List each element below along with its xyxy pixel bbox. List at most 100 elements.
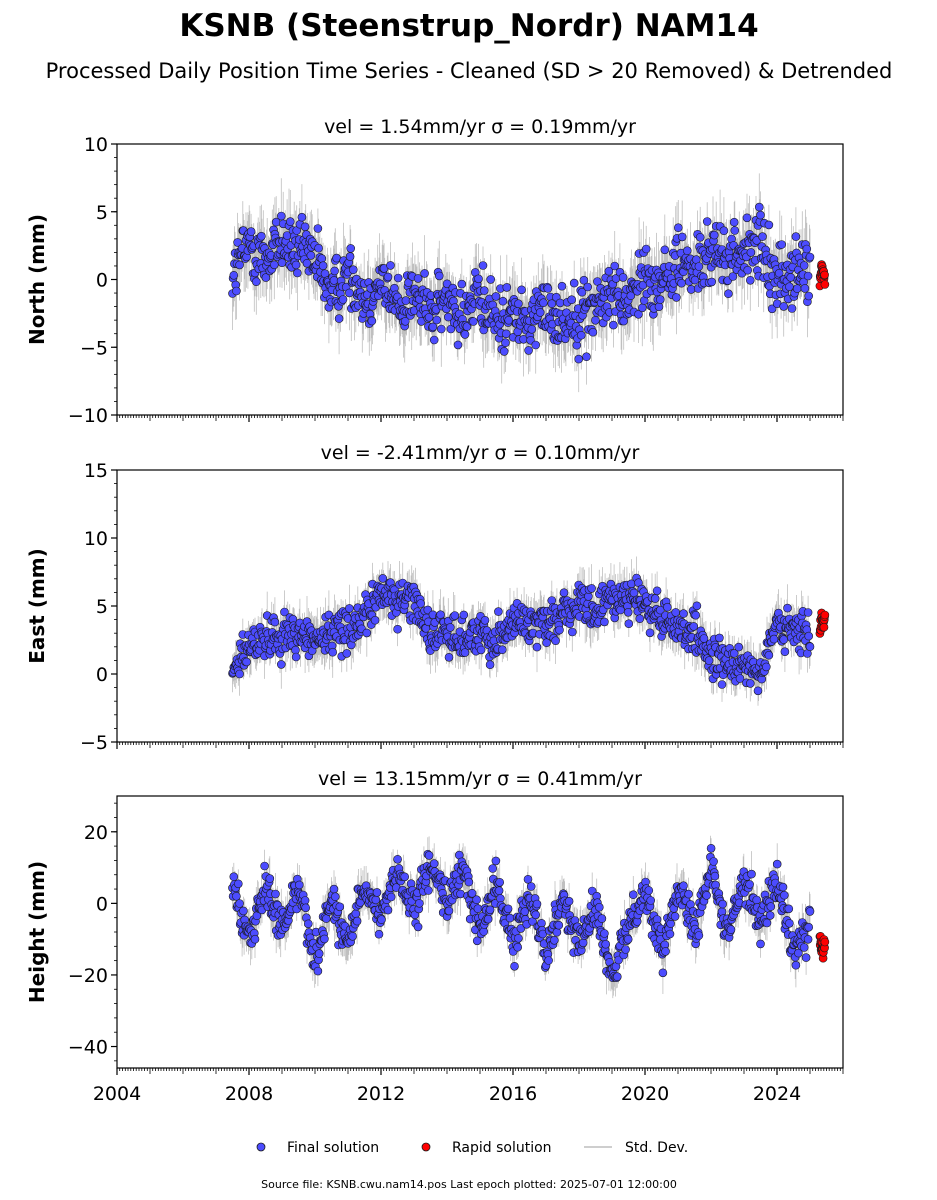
final-point — [660, 245, 670, 255]
final-point — [609, 320, 618, 330]
final-point — [618, 273, 628, 282]
final-point — [671, 608, 681, 617]
final-point — [320, 934, 329, 944]
final-point — [557, 281, 567, 291]
panel-title: vel = -2.41mm/yr σ = 0.10mm/yr — [321, 442, 640, 464]
figure-title: KSNB (Steenstrup_Nordr) NAM14 — [179, 8, 758, 44]
final-point — [300, 222, 310, 232]
final-point — [514, 299, 523, 309]
final-point — [634, 309, 643, 319]
x-minor-ticks — [116, 1068, 844, 1074]
final-point — [232, 891, 241, 901]
final-point — [692, 601, 702, 611]
final-point — [803, 934, 813, 944]
final-point — [582, 352, 591, 362]
final-point — [502, 283, 512, 292]
final-point — [791, 960, 801, 970]
final-point — [569, 278, 579, 288]
final-point — [460, 648, 470, 657]
final-point — [250, 934, 260, 944]
final-point — [345, 604, 354, 613]
final-point — [635, 614, 645, 624]
final-point — [641, 244, 651, 254]
final-point — [444, 652, 454, 662]
final-point — [735, 674, 745, 683]
x-tick-label: 2012 — [357, 1083, 405, 1105]
final-point — [261, 273, 271, 282]
final-point — [352, 916, 362, 926]
final-point — [459, 610, 469, 620]
final-point — [328, 647, 338, 657]
final-point — [334, 314, 344, 323]
final-point — [672, 293, 681, 302]
x-tick-label: 2020 — [621, 1083, 669, 1105]
final-point — [677, 232, 687, 242]
legend-final-marker — [256, 1142, 266, 1152]
final-point — [329, 276, 339, 285]
y-tick-label: −5 — [80, 337, 108, 359]
final-point — [232, 286, 241, 296]
final-point — [772, 859, 782, 869]
final-point — [504, 315, 514, 325]
final-point — [555, 298, 565, 308]
final-point — [600, 929, 609, 938]
final-point — [415, 898, 424, 908]
final-point — [779, 890, 789, 900]
final-point — [702, 217, 712, 226]
final-point — [472, 895, 481, 905]
y-tick-label: 0 — [96, 893, 108, 915]
legend-std-label: Std. Dev. — [625, 1140, 688, 1156]
final-point — [745, 275, 755, 285]
final-point — [329, 884, 339, 894]
final-point — [691, 610, 701, 620]
plot-frame — [116, 469, 844, 743]
final-point — [378, 574, 388, 583]
final-point — [335, 902, 345, 912]
final-point — [442, 279, 452, 289]
final-point — [342, 649, 352, 658]
final-point — [374, 929, 384, 939]
final-point — [551, 636, 560, 646]
final-point — [801, 953, 811, 962]
final-point — [800, 284, 810, 293]
final-point — [386, 892, 396, 902]
final-point — [531, 340, 541, 350]
final-point — [444, 906, 454, 916]
final-point — [424, 312, 434, 322]
final-point — [766, 902, 776, 911]
final-point — [420, 269, 429, 278]
final-point — [479, 286, 489, 295]
y-tick-label: −10 — [68, 405, 108, 427]
final-point — [488, 864, 498, 873]
final-point — [370, 615, 380, 625]
final-point — [485, 660, 495, 670]
panel-title: vel = 1.54mm/yr σ = 0.19mm/yr — [324, 116, 636, 138]
final-point — [774, 268, 784, 278]
final-point — [702, 891, 711, 900]
final-point — [229, 872, 239, 882]
final-point — [754, 202, 764, 212]
final-point — [276, 211, 286, 221]
final-point — [792, 284, 802, 293]
final-point — [597, 914, 607, 923]
final-point — [734, 642, 744, 652]
footer-source: Source file: KSNB.cwu.nam14.pos Last epo… — [261, 1178, 677, 1191]
figure-subtitle: Processed Daily Position Time Series - C… — [46, 59, 893, 83]
final-point — [513, 942, 523, 952]
final-point — [544, 956, 553, 965]
final-point — [393, 273, 403, 283]
final-point — [704, 656, 714, 665]
final-point — [655, 295, 665, 304]
final-point — [579, 275, 589, 285]
final-series — [228, 173, 815, 393]
final-point — [497, 645, 507, 655]
final-point — [661, 947, 670, 956]
final-point — [729, 649, 739, 658]
final-point — [666, 919, 675, 928]
final-point — [234, 879, 243, 889]
final-point — [658, 968, 668, 978]
final-point — [235, 669, 244, 679]
final-point — [574, 354, 584, 364]
final-point — [424, 886, 433, 895]
final-point — [520, 907, 530, 916]
